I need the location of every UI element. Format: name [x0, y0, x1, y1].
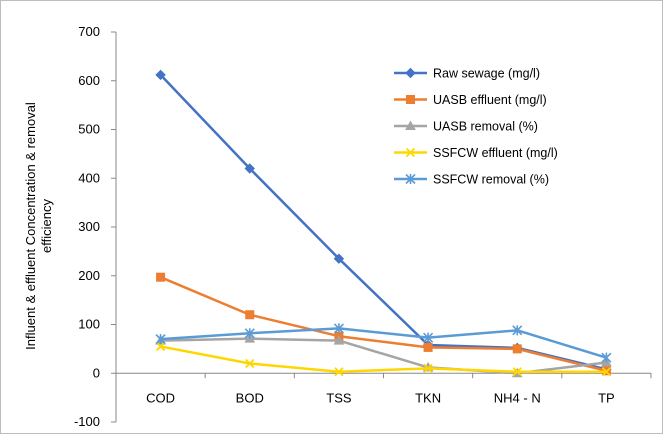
x-tick-label: BOD	[236, 390, 264, 405]
legend-label: UASB removal (%)	[433, 120, 538, 134]
legend-label: SSFCW effluent (mg/l)	[433, 146, 558, 160]
legend-label: SSFCW removal (%)	[433, 173, 549, 187]
series-line	[160, 276, 607, 373]
data-point	[512, 325, 523, 336]
legend-item: Raw sewage (mg/l)	[394, 67, 540, 81]
y-axis-title-line-1: Influent & effluent Concentration & remo…	[23, 102, 38, 350]
axes	[111, 31, 652, 423]
data-point	[601, 352, 612, 363]
data-point	[244, 163, 255, 174]
data-point	[155, 341, 166, 352]
data-point	[333, 253, 345, 264]
y-tick-label: 100	[78, 317, 100, 332]
data-point	[245, 358, 255, 369]
y-tick-label: 700	[78, 24, 100, 39]
y-tick-label: 600	[78, 73, 100, 88]
x-tick-labels: COD BOD TSS TKN NH4 - N TP	[146, 390, 615, 405]
y-tick-label: -100	[74, 414, 100, 429]
legend-item: SSFCW removal (%)	[394, 173, 549, 187]
y-tick-label: 400	[78, 170, 100, 185]
y-tick-labels: -100 0 100 200 300 400 500 600 700	[74, 24, 100, 429]
data-point	[423, 342, 433, 352]
legend-swatch-marker	[405, 173, 416, 185]
data-point	[334, 367, 344, 377]
data-point	[333, 335, 345, 345]
series-line	[160, 345, 607, 374]
legend-item: SSFCW effluent (mg/l)	[394, 146, 558, 160]
y-tick-label: 0	[93, 365, 100, 380]
x-tick-label: NH4 - N	[494, 390, 541, 405]
y-axis-title-line-2: efficiency	[39, 199, 54, 253]
series-line	[160, 337, 607, 375]
y-tick-label: 200	[78, 268, 100, 283]
series-5	[155, 323, 612, 363]
data-point	[423, 363, 433, 374]
data-point	[423, 332, 434, 343]
series-line	[160, 327, 607, 359]
data-point	[601, 367, 612, 377]
data-point	[155, 334, 166, 345]
x-tick-label: TSS	[326, 390, 352, 405]
data-point	[512, 344, 522, 354]
legend-item: UASB removal (%)	[394, 120, 538, 134]
y-axis-title: Influent & effluent Concentration & remo…	[23, 102, 54, 350]
x-tick-label: TKN	[415, 390, 441, 405]
series-group	[155, 69, 612, 378]
legend-item: UASB effluent (mg/l)	[394, 93, 547, 107]
legend-label: UASB effluent (mg/l)	[433, 93, 547, 107]
data-point	[244, 328, 255, 339]
legend-swatch-marker	[406, 95, 415, 104]
x-tick-label: TP	[598, 390, 615, 405]
legend-swatch-marker	[405, 120, 416, 130]
legend-label: Raw sewage (mg/l)	[433, 67, 540, 81]
series-line	[159, 74, 607, 371]
data-point	[512, 367, 522, 377]
data-point	[333, 323, 344, 334]
x-tick-label: COD	[146, 390, 175, 405]
data-point	[155, 69, 166, 81]
y-tick-label: 500	[78, 122, 100, 137]
legend: Raw sewage (mg/l) UASB effluent (mg/l) UAS…	[394, 67, 558, 187]
legend-swatch-marker	[405, 67, 416, 79]
y-tick-label: 300	[78, 219, 100, 234]
series-1	[155, 69, 612, 375]
series-4	[155, 341, 612, 377]
data-point	[156, 272, 166, 282]
data-point	[245, 310, 255, 320]
legend-swatch-marker	[405, 147, 416, 158]
